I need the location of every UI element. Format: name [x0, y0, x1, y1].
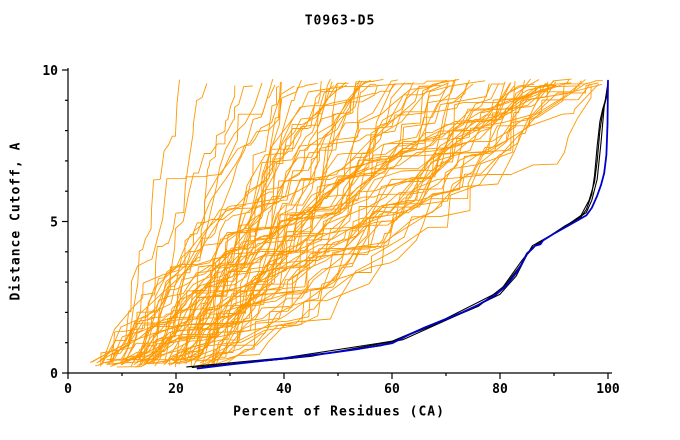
y-axis-title: Distance Cutoff, A — [8, 141, 24, 301]
ensemble-curve — [106, 84, 276, 365]
ensemble-curve — [152, 80, 446, 365]
chart-title: T0963-D5 — [304, 13, 376, 29]
ensemble-curve — [96, 78, 456, 364]
ensemble-curve — [194, 82, 572, 362]
ensemble-curve — [202, 83, 591, 366]
ensemble-curve — [118, 80, 448, 361]
x-tick-label: 80 — [492, 382, 508, 397]
model-black-3 — [191, 84, 609, 369]
ensemble-curve — [214, 79, 570, 367]
ensemble-curve — [207, 85, 592, 365]
ensemble-curve — [152, 85, 253, 363]
ensemble-curve — [212, 82, 512, 367]
ensemble-curve — [164, 85, 334, 361]
ensemble-curve — [178, 84, 347, 365]
x-axis-title: Percent of Residues (CA) — [233, 404, 445, 420]
ensemble-curve — [216, 80, 603, 361]
ensemble-curve — [132, 82, 587, 363]
ensemble-curve — [123, 86, 538, 363]
ensemble-curve — [133, 83, 490, 365]
x-tick-label: 20 — [168, 382, 184, 397]
ensemble-curve — [172, 85, 557, 361]
ensemble-curve — [106, 80, 302, 360]
ensemble-curve — [134, 83, 208, 368]
ensemble-curve — [106, 83, 399, 365]
ensemble-curve — [175, 83, 474, 364]
x-tick-label: 40 — [276, 382, 292, 397]
ensemble-curve — [89, 81, 414, 363]
ensemble-curve — [101, 79, 180, 366]
ensemble-curve — [138, 85, 441, 363]
ensemble-curve — [155, 85, 581, 362]
ensemble-curve — [99, 80, 455, 361]
y-tick-label: 10 — [42, 64, 58, 79]
ensemble-curve — [101, 78, 274, 363]
x-tick-label: 100 — [596, 382, 620, 397]
ensemble-curve — [146, 83, 511, 364]
highlighted-model-blue — [196, 79, 609, 370]
ensemble-curve — [184, 86, 280, 364]
ensemble-curve — [95, 82, 263, 367]
ensemble-curve — [183, 85, 556, 361]
x-tick-label: 0 — [64, 382, 72, 397]
ensemble-curve — [130, 85, 295, 368]
y-tick-label: 5 — [50, 216, 58, 231]
ensemble-curve — [169, 83, 505, 366]
ensemble-curve — [104, 79, 540, 364]
x-tick-label: 60 — [384, 382, 400, 397]
ensemble-curve — [211, 82, 281, 366]
ensemble-curve — [200, 79, 399, 366]
ensemble-curve — [218, 81, 506, 364]
ensemble-curve — [193, 82, 318, 368]
ensemble-curve — [100, 79, 586, 367]
ensemble-curve — [110, 82, 599, 367]
ensemble-curve — [213, 82, 405, 365]
ensemble-curve — [109, 82, 449, 363]
ensemble-curve — [143, 85, 360, 364]
y-tick-label: 0 — [50, 367, 58, 382]
ensemble-curve — [204, 85, 557, 363]
ensemble-curve — [91, 83, 599, 363]
ensemble-curve — [190, 80, 322, 367]
ensemble-curve — [139, 82, 347, 366]
ensemble-curve — [150, 81, 282, 364]
ensemble-curve — [108, 84, 378, 365]
